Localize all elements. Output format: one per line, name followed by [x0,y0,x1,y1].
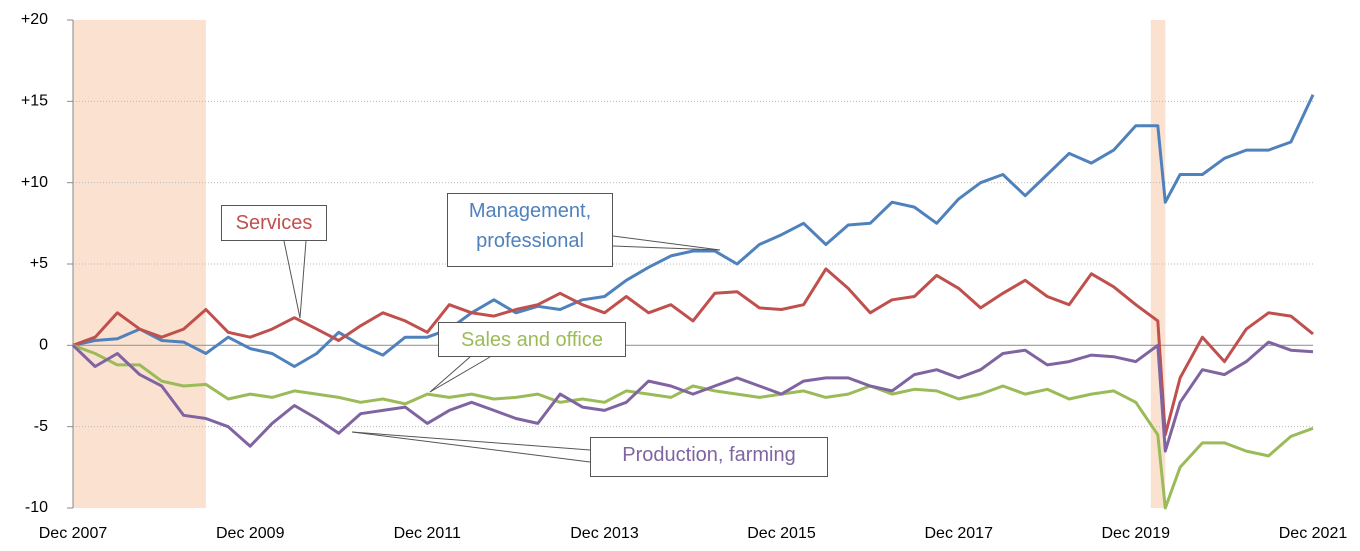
y-tick-label: 0 [39,337,48,354]
series-line [71,340,1314,453]
callout-line [351,431,591,451]
callout-line [429,356,471,393]
series-label: Management, professional [447,193,613,267]
x-tick-label: Dec 2007 [39,525,108,542]
x-tick-label: Dec 2015 [747,525,816,542]
callout-line [612,245,721,251]
series-line [72,267,1314,437]
y-tick-label: +15 [21,93,48,110]
series-line [72,94,1315,368]
x-tick-label: Dec 2011 [394,525,461,542]
x-tick-label: Dec 2009 [216,525,285,542]
y-tick-label: -10 [25,499,48,516]
series-label: Sales and office [438,322,626,357]
x-tick-label: Dec 2017 [924,525,993,542]
y-tick-label: +5 [30,255,48,272]
x-tick-label: Dec 2013 [570,525,639,542]
x-tick-label: Dec 2021 [1279,525,1348,542]
y-tick-label: +10 [21,174,48,191]
callout-line [351,431,591,463]
x-tick-label: Dec 2019 [1102,525,1171,542]
y-tick-label: +20 [21,11,48,28]
series-label: Services [221,205,327,241]
y-tick-label: -5 [34,418,48,435]
callout-line [283,240,301,319]
series-label: Production, farming [590,437,828,477]
callout-line [429,356,491,393]
callout-line [612,235,721,251]
callout-line [299,240,307,319]
